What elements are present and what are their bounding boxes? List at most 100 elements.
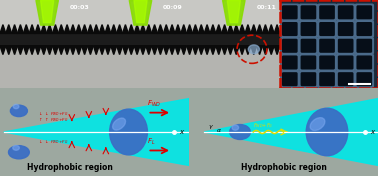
FancyBboxPatch shape xyxy=(338,22,353,36)
Ellipse shape xyxy=(310,118,325,131)
FancyBboxPatch shape xyxy=(301,72,316,86)
Polygon shape xyxy=(122,25,129,33)
FancyBboxPatch shape xyxy=(280,70,300,88)
Polygon shape xyxy=(175,25,181,33)
Polygon shape xyxy=(146,46,152,55)
Polygon shape xyxy=(41,25,46,33)
Polygon shape xyxy=(53,25,58,33)
Polygon shape xyxy=(262,25,268,33)
FancyBboxPatch shape xyxy=(338,39,353,53)
Polygon shape xyxy=(35,46,41,55)
Text: 00:09: 00:09 xyxy=(163,5,183,10)
Polygon shape xyxy=(210,46,216,55)
Polygon shape xyxy=(175,46,181,55)
Polygon shape xyxy=(152,46,158,55)
Polygon shape xyxy=(228,46,233,55)
FancyBboxPatch shape xyxy=(301,22,316,36)
Polygon shape xyxy=(181,25,187,33)
Polygon shape xyxy=(233,46,239,55)
FancyBboxPatch shape xyxy=(280,20,300,38)
FancyBboxPatch shape xyxy=(338,5,353,19)
FancyBboxPatch shape xyxy=(317,4,337,21)
Polygon shape xyxy=(158,46,163,55)
Text: $\alpha$: $\alpha$ xyxy=(216,127,222,134)
Polygon shape xyxy=(169,25,175,33)
Polygon shape xyxy=(111,25,117,33)
Ellipse shape xyxy=(306,108,348,156)
FancyBboxPatch shape xyxy=(336,4,355,21)
FancyBboxPatch shape xyxy=(319,72,335,86)
Polygon shape xyxy=(158,25,163,33)
Polygon shape xyxy=(105,46,111,55)
Polygon shape xyxy=(93,46,99,55)
Polygon shape xyxy=(12,46,17,55)
Ellipse shape xyxy=(113,118,125,130)
Ellipse shape xyxy=(232,125,239,130)
FancyBboxPatch shape xyxy=(336,20,355,38)
Ellipse shape xyxy=(13,145,19,150)
Polygon shape xyxy=(23,46,29,55)
FancyBboxPatch shape xyxy=(356,39,372,53)
Polygon shape xyxy=(204,25,210,33)
FancyBboxPatch shape xyxy=(356,55,372,70)
Text: $\uparrow$$\uparrow$ $F_{WD}$+$F_G$: $\uparrow$$\uparrow$ $F_{WD}$+$F_G$ xyxy=(38,117,68,124)
Polygon shape xyxy=(76,46,82,55)
Polygon shape xyxy=(29,46,35,55)
Ellipse shape xyxy=(229,125,250,139)
Polygon shape xyxy=(222,25,228,33)
Ellipse shape xyxy=(13,104,19,109)
Polygon shape xyxy=(76,25,82,33)
Polygon shape xyxy=(163,25,169,33)
Polygon shape xyxy=(122,46,129,55)
FancyBboxPatch shape xyxy=(317,20,337,38)
FancyBboxPatch shape xyxy=(356,5,372,19)
Polygon shape xyxy=(134,46,140,55)
Polygon shape xyxy=(4,99,189,165)
Polygon shape xyxy=(53,46,58,55)
Polygon shape xyxy=(239,25,245,33)
Polygon shape xyxy=(99,25,105,33)
Polygon shape xyxy=(146,25,152,33)
Ellipse shape xyxy=(11,105,27,117)
FancyBboxPatch shape xyxy=(282,55,297,70)
FancyBboxPatch shape xyxy=(355,70,374,88)
Ellipse shape xyxy=(248,45,259,54)
Polygon shape xyxy=(17,46,23,55)
Polygon shape xyxy=(187,25,192,33)
Polygon shape xyxy=(268,25,274,33)
Polygon shape xyxy=(140,25,146,33)
Text: 00:11: 00:11 xyxy=(256,5,276,10)
Polygon shape xyxy=(117,25,122,33)
FancyBboxPatch shape xyxy=(317,54,337,71)
Polygon shape xyxy=(163,46,169,55)
FancyBboxPatch shape xyxy=(356,22,372,36)
Polygon shape xyxy=(268,46,274,55)
Polygon shape xyxy=(274,46,280,55)
FancyBboxPatch shape xyxy=(280,4,300,21)
Polygon shape xyxy=(64,46,70,55)
Polygon shape xyxy=(64,25,70,33)
Text: $F_{WD}$: $F_{WD}$ xyxy=(147,99,162,109)
Polygon shape xyxy=(29,25,35,33)
Polygon shape xyxy=(35,25,41,33)
Polygon shape xyxy=(251,25,257,33)
Text: $\gamma$: $\gamma$ xyxy=(208,124,214,131)
Text: $\downarrow$$\downarrow$ $F_{WD}$+$F_G$: $\downarrow$$\downarrow$ $F_{WD}$+$F_G$ xyxy=(38,111,68,118)
Text: Hydrophobic region: Hydrophobic region xyxy=(240,164,327,172)
Polygon shape xyxy=(0,46,6,55)
Polygon shape xyxy=(257,25,262,33)
Polygon shape xyxy=(245,46,251,55)
Polygon shape xyxy=(233,25,239,33)
Polygon shape xyxy=(181,46,187,55)
FancyBboxPatch shape xyxy=(280,37,300,55)
Polygon shape xyxy=(169,46,175,55)
Polygon shape xyxy=(87,46,93,55)
FancyBboxPatch shape xyxy=(299,4,318,21)
Polygon shape xyxy=(140,46,146,55)
FancyBboxPatch shape xyxy=(301,5,316,19)
Polygon shape xyxy=(93,25,99,33)
FancyBboxPatch shape xyxy=(299,54,318,71)
Polygon shape xyxy=(105,25,111,33)
Polygon shape xyxy=(17,25,23,33)
Polygon shape xyxy=(111,46,117,55)
